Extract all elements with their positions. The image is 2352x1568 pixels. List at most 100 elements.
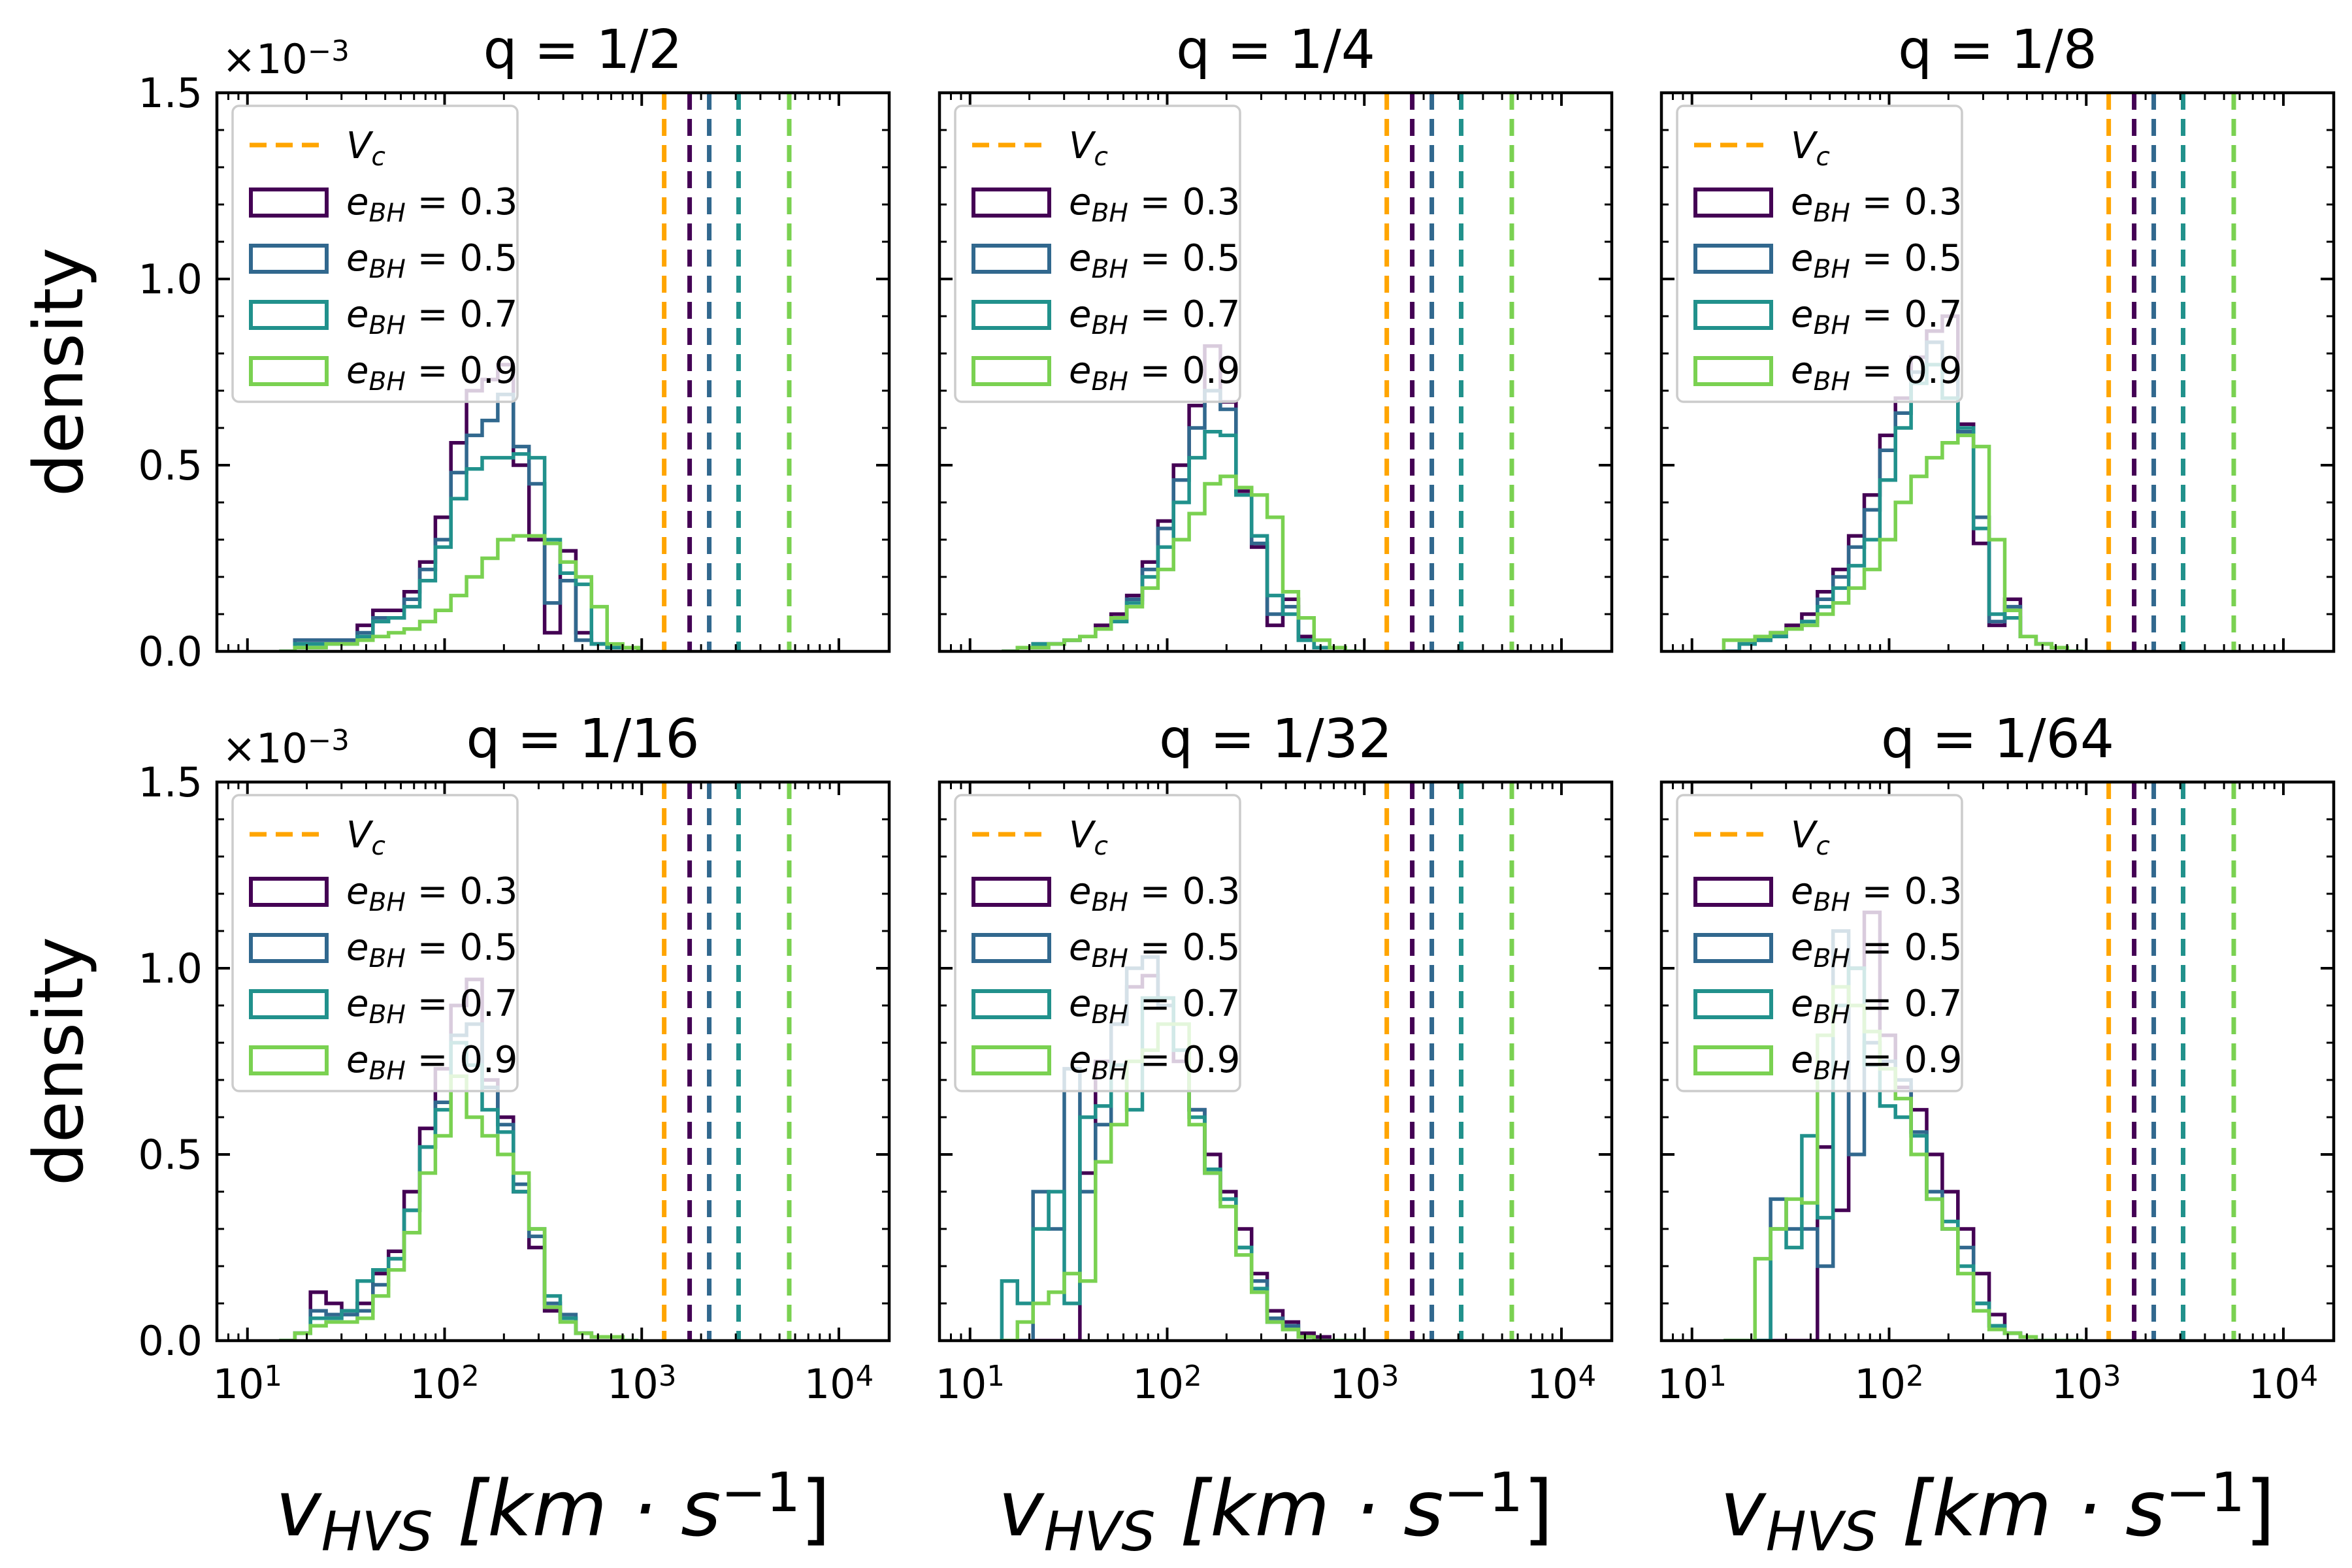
histograms	[279, 363, 640, 651]
histogram-series-e-bh-0-7	[279, 452, 640, 651]
legend-patch	[1693, 1045, 1773, 1075]
y-tick-label: 1.0	[138, 255, 203, 303]
legend-patch	[249, 1045, 329, 1075]
legend-label: eBH = 0.7	[1069, 983, 1240, 1030]
y-axis-label: density	[19, 248, 99, 497]
legend-label: Vc	[1069, 125, 1108, 172]
x-axis-label: vHVS [km · s−1]	[276, 1462, 831, 1564]
legend-patch	[972, 933, 1051, 963]
legend-label: eBH = 0.3	[1069, 181, 1240, 228]
x-tick-label: 102	[1132, 1360, 1202, 1408]
ticks	[938, 91, 1612, 653]
x-tick-label: 104	[1527, 1360, 1597, 1408]
legend-label: eBH = 0.5	[1069, 926, 1240, 973]
legend-label: eBH = 0.9	[1069, 350, 1240, 397]
legend-patch	[1693, 877, 1773, 907]
legend-patch	[1693, 356, 1773, 386]
legend-patch	[249, 933, 329, 963]
legend: Vc eBH = 0.3 eBH = 0.5 eBH = 0.7 eBH = 0.9	[954, 105, 1241, 403]
legend: Vc eBH = 0.3 eBH = 0.5 eBH = 0.7 eBH = 0.9	[954, 794, 1241, 1092]
axes-frame	[938, 91, 1614, 653]
legend-patch	[249, 877, 329, 907]
panel-q-1-8: q = 1/8 Vc eBH = 0.3 eBH = 0.5 eBH = 0.7 eBH …	[1659, 19, 2336, 653]
x-tick-label: 104	[2249, 1360, 2319, 1408]
histogram-series-e-bh-0-9	[279, 534, 640, 651]
legend-patch	[249, 300, 329, 330]
legend-label: eBH = 0.5	[346, 926, 517, 973]
legend-label: Vc	[1069, 814, 1108, 861]
y-tick-label: 1.5	[138, 69, 203, 117]
histogram-series-e-bh-0-9	[1002, 474, 1361, 651]
legend-label: eBH = 0.7	[346, 293, 517, 340]
panel-q-1-32: 101 102 103 104 q = 1/32 Vc eBH = 0.3 eBH = 0.5…	[935, 708, 1614, 1408]
y-scale-factor: ×10−3	[222, 725, 350, 772]
legend-patch	[972, 244, 1051, 274]
legend-patch	[972, 877, 1051, 907]
legend-label: eBH = 0.5	[1791, 926, 1962, 973]
histogram-series-e-bh-0-9	[1723, 985, 2083, 1341]
legend-patch	[972, 1045, 1051, 1075]
histogram-series-e-bh-0-5	[279, 392, 640, 651]
axes-frame	[938, 780, 1614, 1343]
legend-patch	[249, 244, 329, 274]
x-tick-label: 103	[2051, 1360, 2121, 1408]
x-tick-label: 103	[607, 1360, 677, 1408]
legend-label: Vc	[346, 814, 385, 861]
legend-patch	[249, 356, 329, 386]
histogram-series-e-bh-0-9	[1722, 433, 2083, 651]
legend-patch	[972, 356, 1051, 386]
legend-label: eBH = 0.3	[1069, 870, 1240, 917]
legend-label: eBH = 0.9	[1069, 1039, 1240, 1086]
legend-label: eBH = 0.9	[346, 350, 517, 397]
legend-label: eBH = 0.9	[1791, 1039, 1962, 1086]
legend-patch	[249, 989, 329, 1019]
legend-label: eBH = 0.3	[1791, 181, 1962, 228]
legend-patch	[1693, 989, 1773, 1019]
legend-label: eBH = 0.9	[346, 1039, 517, 1086]
legend: Vc eBH = 0.3 eBH = 0.5 eBH = 0.7 eBH = 0.9	[231, 105, 519, 403]
x-tick-label: 101	[212, 1360, 282, 1408]
legend-label: Vc	[346, 125, 385, 172]
panel-title: q = 1/16	[466, 708, 699, 770]
legend-label: eBH = 0.3	[346, 181, 517, 228]
axes-frame	[1659, 91, 2336, 653]
legend-label: eBH = 0.5	[1791, 237, 1962, 284]
legend-label: eBH = 0.7	[1791, 983, 1962, 1030]
y-tick-label: 0.0	[138, 1317, 203, 1365]
legend-label: Vc	[1791, 125, 1830, 172]
panel-title: q = 1/2	[483, 19, 683, 81]
histogram-series-e-bh-0-9	[279, 1074, 638, 1341]
x-tick-label: 102	[1854, 1360, 1924, 1408]
panel-title: q = 1/32	[1159, 708, 1392, 770]
histograms	[1002, 344, 1361, 651]
x-tick-label: 104	[804, 1360, 874, 1408]
legend-label: eBH = 0.5	[346, 237, 517, 284]
y-tick-label: 0.5	[138, 1131, 203, 1179]
legend-label: eBH = 0.5	[1069, 237, 1240, 284]
y-scale-factor: ×10−3	[222, 35, 350, 83]
legend: Vc eBH = 0.3 eBH = 0.5 eBH = 0.7 eBH = 0.9	[1676, 105, 1963, 403]
panel-title: q = 1/64	[1881, 708, 2114, 770]
legend-label: eBH = 0.7	[346, 983, 517, 1030]
x-tick-label: 103	[1330, 1360, 1399, 1408]
x-axis-label: vHVS [km · s−1]	[1720, 1462, 2276, 1564]
legend-label: eBH = 0.7	[1069, 293, 1240, 340]
legend-label: Vc	[1791, 814, 1830, 861]
legend-label: eBH = 0.7	[1791, 293, 1962, 340]
y-tick-label: 0.0	[138, 628, 203, 676]
y-tick-label: 1.0	[138, 945, 203, 992]
legend-patch	[1693, 188, 1773, 218]
histogram-series-e-bh-0-3	[279, 363, 640, 651]
legend-label: eBH = 0.9	[1791, 350, 1962, 397]
legend-label: eBH = 0.3	[346, 870, 517, 917]
x-tick-label: 101	[935, 1360, 1005, 1408]
legend: Vc eBH = 0.3 eBH = 0.5 eBH = 0.7 eBH = 0.9	[231, 794, 519, 1092]
legend-patch	[972, 989, 1051, 1019]
panel-title: q = 1/4	[1176, 19, 1375, 81]
histogram-series-e-bh-0-7	[1723, 363, 2083, 651]
legend-patch	[249, 188, 329, 218]
y-tick-label: 0.5	[138, 442, 203, 489]
histogram-series-e-bh-0-5	[1002, 389, 1361, 651]
panel-q-1-64: 101 102 103 104 q = 1/64 Vc eBH = 0.3 eBH = 0.5…	[1657, 708, 2336, 1408]
